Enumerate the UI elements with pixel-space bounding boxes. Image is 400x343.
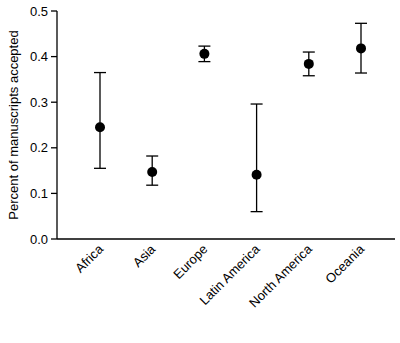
error-bar [94, 73, 106, 169]
error-bar-cap-lower [303, 75, 315, 76]
y-tick [51, 102, 57, 103]
data-point [95, 122, 105, 132]
error-bar-cap-upper [355, 23, 367, 24]
data-point [356, 43, 366, 53]
error-bar-cap-upper [146, 155, 158, 156]
x-tick-label: North America [246, 241, 315, 310]
x-tick-label: Asia [130, 241, 159, 270]
data-point [304, 59, 314, 69]
y-tick-label: 0.1 [30, 186, 48, 201]
plot-area [94, 23, 367, 211]
error-bar-cap-upper [251, 103, 263, 104]
error-bar [303, 52, 315, 76]
y-axis [56, 11, 57, 239]
y-tick [51, 10, 57, 11]
x-tick-label: Europe [170, 242, 210, 282]
y-tick-label: 0.0 [30, 232, 48, 247]
y-tick-label: 0.3 [30, 95, 48, 110]
x-axis [57, 238, 395, 239]
error-bar-cap-lower [355, 72, 367, 73]
y-tick-label: 0.5 [30, 4, 48, 19]
error-bar-cap-lower [198, 61, 210, 62]
error-bar [146, 156, 158, 185]
error-bar [251, 104, 263, 212]
y-tick [51, 147, 57, 148]
error-bar-stem [99, 73, 100, 169]
y-tick [51, 193, 57, 194]
error-bar-stem [256, 104, 257, 212]
y-tick-label: 0.2 [30, 140, 48, 155]
error-bar-cap-upper [303, 51, 315, 52]
chart-container: 0.0 0.1 0.2 0.3 0.4 0.5 Percent of manuscripts… [0, 0, 400, 343]
y-tick [51, 238, 57, 239]
y-axis-label: Percent of manuscripts accepted [6, 30, 21, 219]
error-bar [355, 23, 367, 73]
data-point [199, 49, 209, 59]
error-bar [198, 46, 210, 62]
data-point [147, 167, 157, 177]
error-bar-cap-lower [251, 211, 263, 212]
x-tick-label: Oceania [322, 241, 367, 286]
error-bar-cap-upper [94, 72, 106, 73]
error-bar-cap-lower [94, 168, 106, 169]
chart-svg: 0.0 0.1 0.2 0.3 0.4 0.5 Percent of manuscripts… [0, 0, 400, 343]
error-bar-cap-lower [146, 185, 158, 186]
data-point [252, 170, 262, 180]
y-tick [51, 56, 57, 57]
error-bar-cap-upper [198, 45, 210, 46]
y-tick-label: 0.4 [30, 49, 48, 64]
x-tick-label: Africa [72, 241, 107, 276]
